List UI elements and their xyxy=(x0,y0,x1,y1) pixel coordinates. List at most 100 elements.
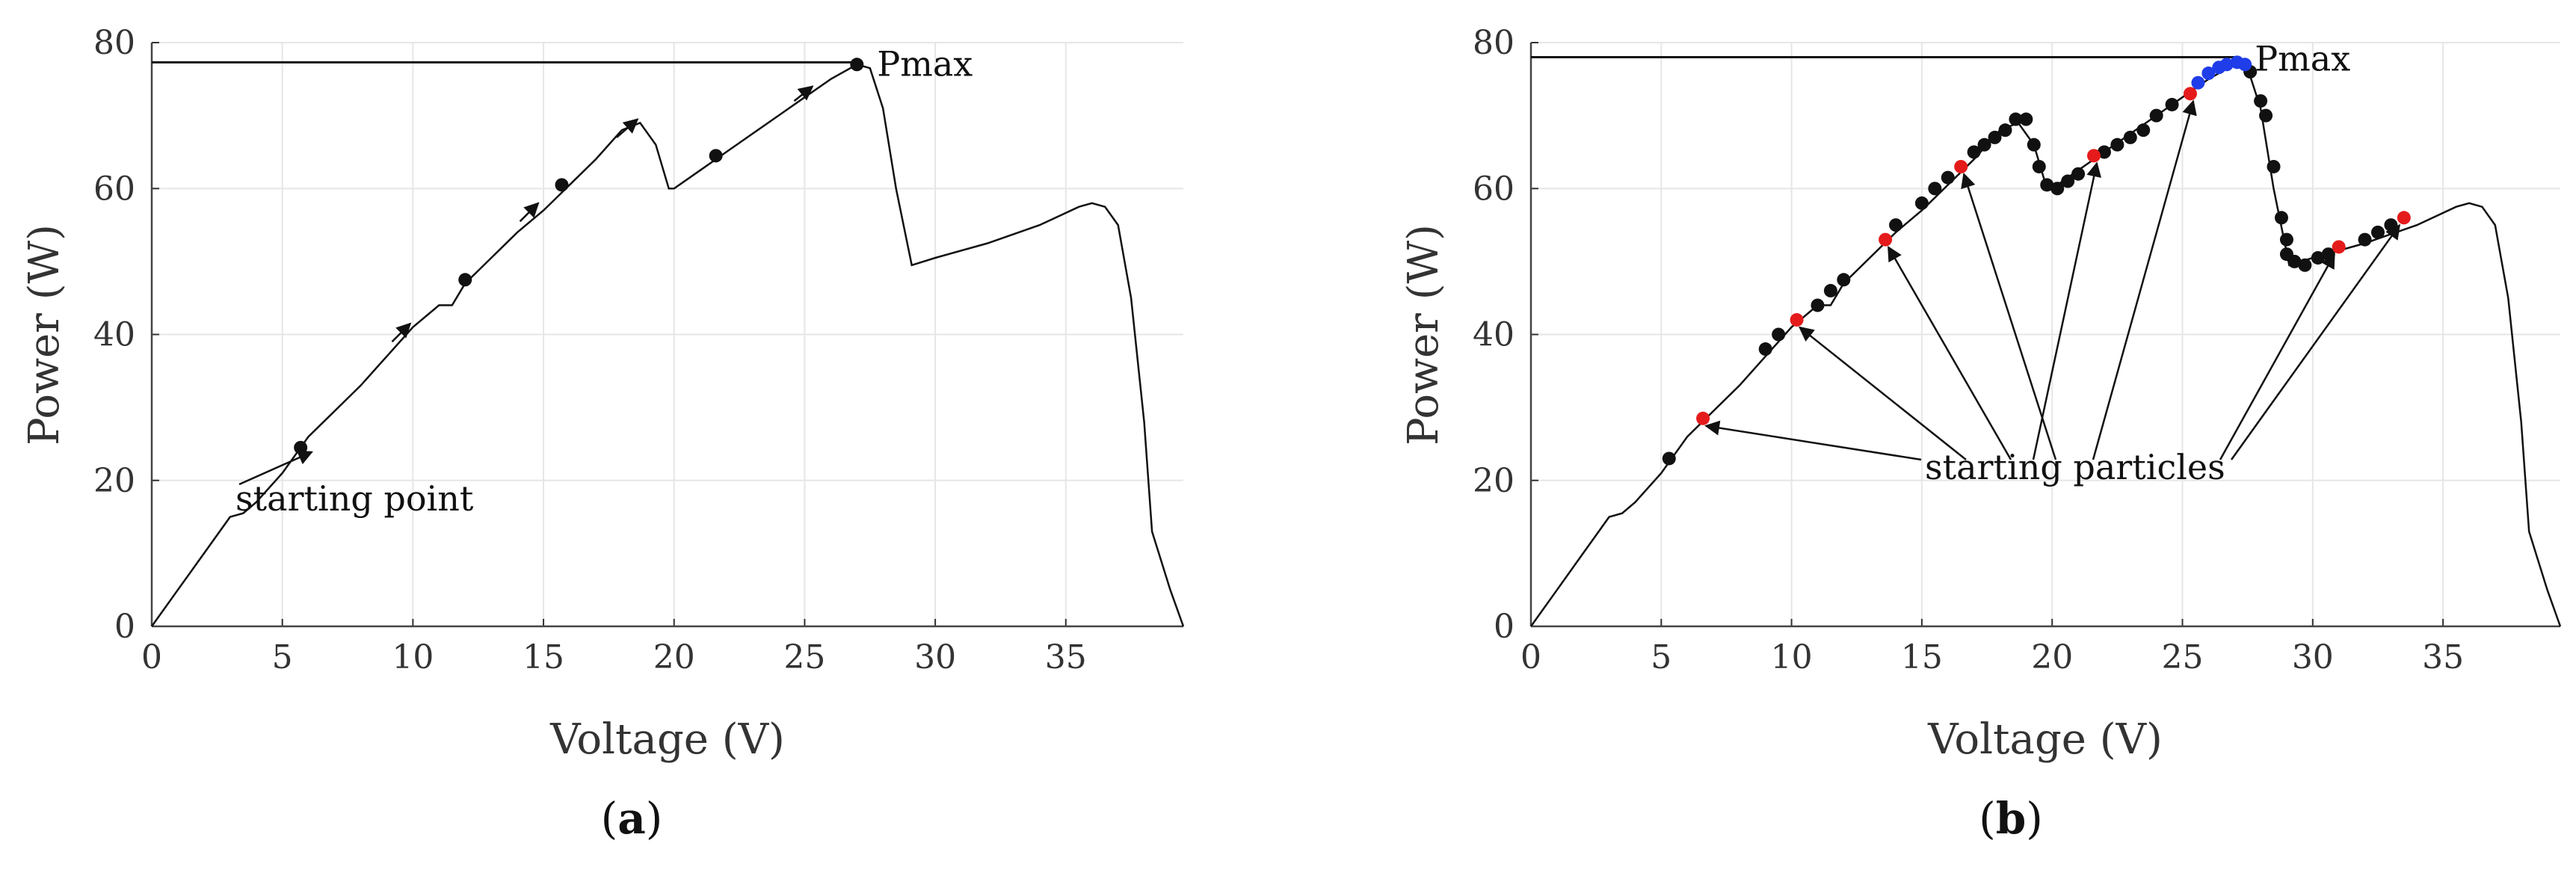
y-tick-label: 0 xyxy=(114,608,135,646)
x-tick-label: 35 xyxy=(1045,638,1087,676)
annotation-arrow xyxy=(2230,223,2401,460)
particle-point xyxy=(1998,123,2012,138)
y-axis-label: Power (W) xyxy=(20,224,69,445)
marks xyxy=(1531,55,2411,466)
particle-point xyxy=(2136,123,2151,138)
x-tick-label: 20 xyxy=(2031,638,2073,676)
direction-arrow xyxy=(793,85,814,102)
x-tick-label: 30 xyxy=(2292,638,2334,676)
particle-point xyxy=(2259,108,2273,123)
annotation-arrow xyxy=(1888,245,2012,460)
particle-point xyxy=(2032,159,2046,173)
starting-particles-label: starting particles xyxy=(1925,447,2225,487)
axes xyxy=(150,42,1183,628)
particle-point xyxy=(2009,112,2023,126)
converged-particle xyxy=(2219,58,2234,72)
search-point xyxy=(458,273,472,287)
power-curve xyxy=(150,63,1185,627)
y-tick-label: 20 xyxy=(1473,462,1515,500)
x-axis-label: Voltage (V) xyxy=(549,715,785,764)
starting-particle xyxy=(2397,211,2411,225)
starting-point-label: starting point xyxy=(235,478,474,519)
particle-point xyxy=(2298,258,2312,272)
annotation-arrow xyxy=(2032,161,2101,460)
particle-point xyxy=(2165,97,2179,111)
starting-particle xyxy=(1790,312,1804,327)
y-tick-label: 60 xyxy=(93,170,135,208)
axis-text: 0 5 10 15 20 25 30 35 0 20 40 60 80 Voltage (V) Power … xyxy=(1399,24,2464,764)
annotation-arrow xyxy=(2219,253,2335,460)
particle-point xyxy=(1811,298,1825,312)
y-tick-label: 40 xyxy=(1473,316,1515,354)
caption-b: (b) xyxy=(1979,793,2043,844)
search-point xyxy=(294,440,308,454)
particle-point xyxy=(1772,327,1786,342)
annotation-arrow xyxy=(2092,99,2197,460)
particle-point xyxy=(2279,232,2293,247)
annotation-arrow xyxy=(238,450,313,486)
grid-lines xyxy=(1530,42,2560,627)
x-tick-label: 0 xyxy=(141,638,162,676)
particle-point xyxy=(1823,283,1837,297)
y-tick-label: 80 xyxy=(1473,24,1515,62)
direction-arrow xyxy=(391,322,412,343)
x-tick-label: 20 xyxy=(653,638,695,676)
particle-point xyxy=(2097,145,2111,159)
particle-point xyxy=(2027,138,2041,152)
y-axis-label: Power (W) xyxy=(1399,224,1448,445)
grid-lines xyxy=(151,42,1183,627)
particle-point xyxy=(1758,342,1772,357)
direction-arrow xyxy=(519,202,540,223)
caption-b-letter: b xyxy=(1996,793,2027,844)
y-tick-label: 60 xyxy=(1473,170,1515,208)
x-tick-label: 10 xyxy=(1771,638,1813,676)
particle-point xyxy=(2287,254,2302,268)
starting-particle xyxy=(2183,87,2197,101)
particle-point xyxy=(1941,170,1955,185)
converged-particle xyxy=(2191,75,2205,90)
x-tick-label: 0 xyxy=(1520,638,1541,676)
x-axis-label: Voltage (V) xyxy=(1927,715,2163,764)
converged-particle xyxy=(2238,58,2252,72)
particle-point xyxy=(1988,130,2002,144)
particle-point xyxy=(2358,232,2372,247)
particle-point xyxy=(2071,167,2086,181)
axis-text: 0 5 10 15 20 25 30 35 0 20 40 60 80 Voltage (V) Power … xyxy=(20,24,1087,764)
x-tick-label: 5 xyxy=(1651,638,1671,676)
x-tick-label: 15 xyxy=(1901,638,1943,676)
particle-point xyxy=(1928,182,1942,196)
x-tick-label: 35 xyxy=(2422,638,2464,676)
particle-point xyxy=(2019,112,2033,126)
annotation-arrow xyxy=(1961,173,2057,460)
particle-point xyxy=(1662,451,1676,466)
x-tick-label: 25 xyxy=(2162,638,2204,676)
particle-point xyxy=(2061,174,2075,188)
power-curve xyxy=(1529,63,2562,627)
pmax-label: Pmax xyxy=(2255,39,2350,79)
pv-curve-line xyxy=(1529,63,2562,627)
x-tick-label: 30 xyxy=(914,638,956,676)
pv-curve-line xyxy=(150,63,1185,627)
y-tick-label: 80 xyxy=(93,24,135,62)
particle-point xyxy=(1914,196,1929,210)
particle-point xyxy=(2274,211,2288,225)
particle-point xyxy=(2050,182,2065,196)
particle-point xyxy=(1977,138,1991,152)
starting-particle xyxy=(2086,149,2101,163)
x-tick-label: 25 xyxy=(783,638,825,676)
particle-point xyxy=(2254,94,2268,108)
particle-point xyxy=(2267,159,2281,173)
starting-particle xyxy=(1696,411,1710,425)
particle-point xyxy=(2370,225,2385,239)
annotation-arrow xyxy=(1704,420,1922,461)
particle-point xyxy=(2040,178,2054,192)
particle-point xyxy=(2110,138,2124,152)
starting-particle xyxy=(1879,232,1893,247)
y-tick-label: 40 xyxy=(93,316,135,354)
converged-particle xyxy=(2201,67,2216,81)
x-tick-label: 10 xyxy=(392,638,434,676)
search-point xyxy=(850,58,864,72)
chart-panel-b: 0 5 10 15 20 25 30 35 0 20 40 60 80 Voltage (V) Power … xyxy=(1399,24,2562,764)
direction-arrow xyxy=(616,118,639,138)
